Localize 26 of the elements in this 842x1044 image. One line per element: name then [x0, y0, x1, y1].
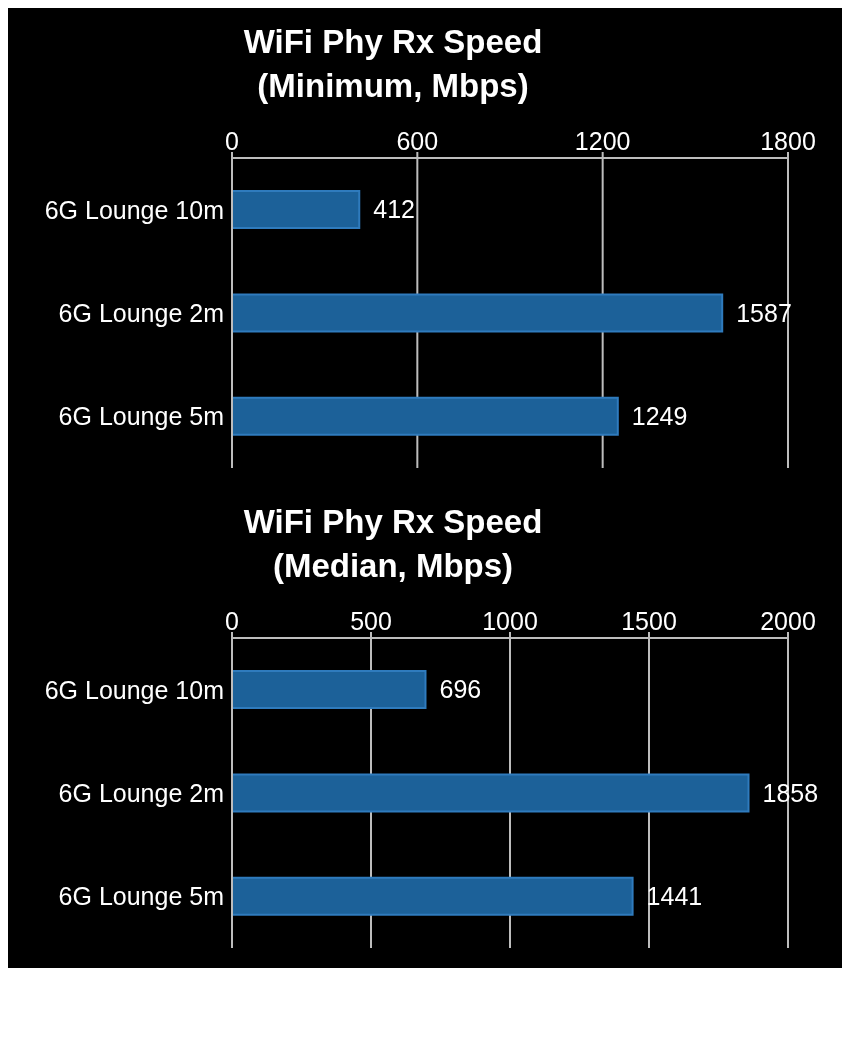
- y-tick-label: 6G Lounge 5m: [58, 882, 224, 911]
- chart-title: WiFi Phy Rx Speed (Median, Mbps): [242, 502, 544, 586]
- x-tick-label: 2000: [760, 607, 816, 635]
- chart-title: WiFi Phy Rx Speed (Minimum, Mbps): [242, 22, 544, 106]
- data-label: 696: [439, 675, 482, 704]
- bar: [232, 670, 427, 710]
- x-tick-label: 600: [396, 127, 439, 155]
- bar: [232, 190, 361, 230]
- y-tick-label: 6G Lounge 2m: [58, 778, 224, 807]
- data-label: 412: [373, 195, 415, 224]
- bar: [232, 773, 750, 813]
- x-tick-label: 1500: [621, 607, 677, 635]
- data-label: 1249: [631, 402, 688, 431]
- y-tick-label: 6G Lounge 10m: [44, 675, 224, 704]
- bar: [232, 876, 634, 916]
- x-tick-label: 0: [225, 127, 239, 155]
- bar: [232, 396, 619, 436]
- x-tick-label: 0: [225, 607, 239, 635]
- y-tick-label: 6G Lounge 2m: [58, 298, 224, 327]
- x-tick-label: 1200: [574, 127, 631, 155]
- x-tick-label: 1000: [482, 607, 538, 635]
- x-tick-label: 1800: [760, 127, 816, 155]
- y-tick-label: 6G Lounge 5m: [58, 402, 224, 431]
- bar: [232, 293, 724, 333]
- y-tick-label: 6G Lounge 10m: [44, 195, 224, 224]
- x-tick-label: 500: [350, 607, 392, 635]
